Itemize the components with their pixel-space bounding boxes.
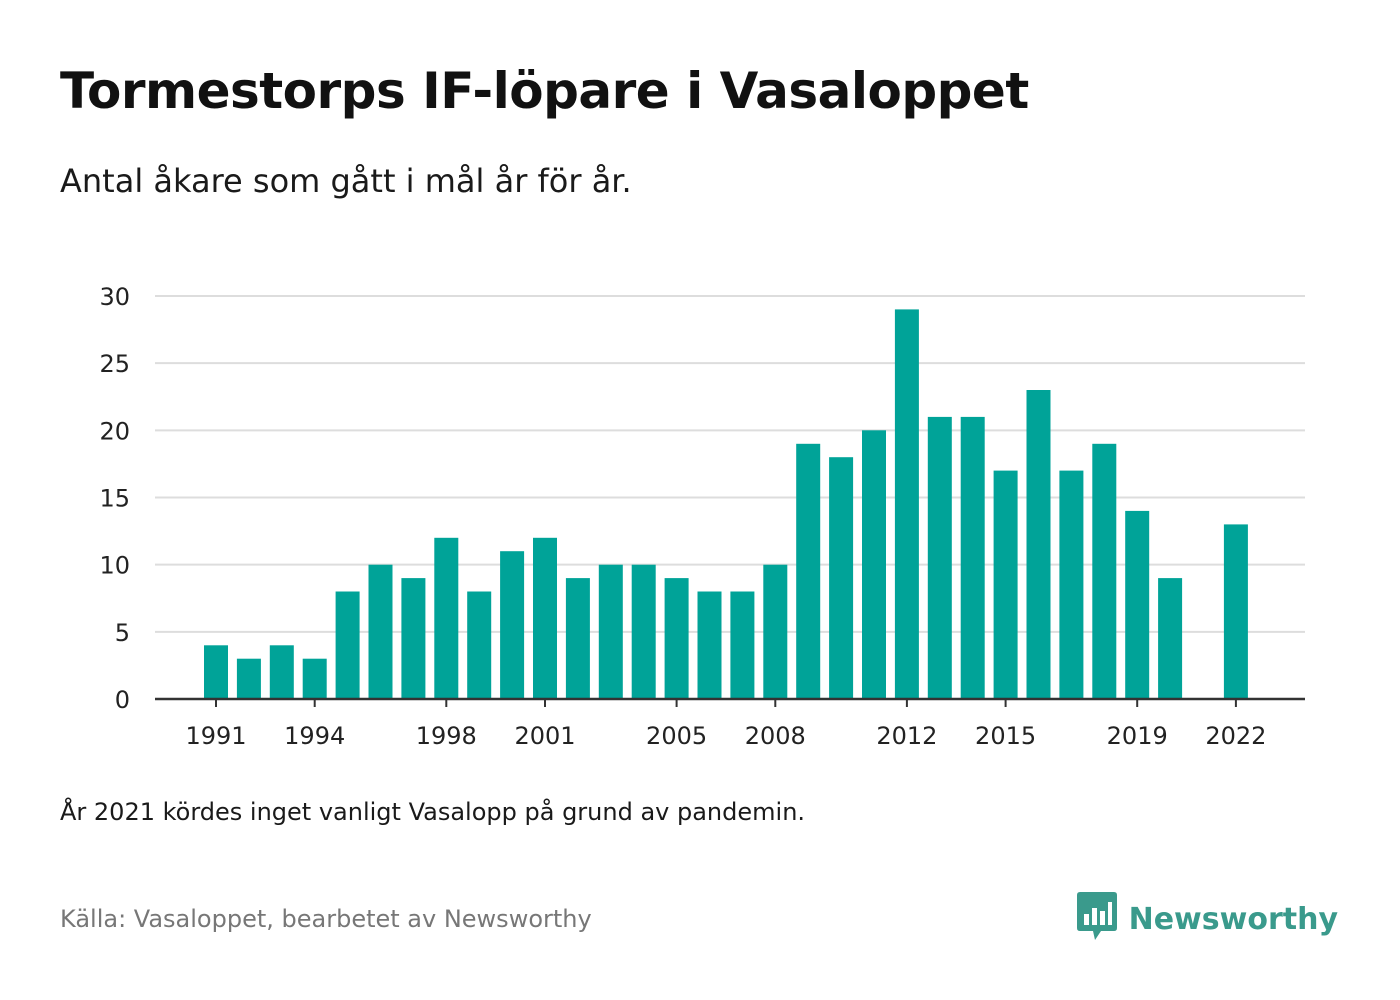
bar-2014 — [960, 416, 985, 699]
bar-2018 — [1092, 443, 1117, 699]
bar-1991 — [204, 645, 228, 699]
bar-2011 — [862, 430, 886, 699]
x-tick-label: 2015 — [975, 722, 1036, 750]
bar-chart-bubble-icon — [1076, 892, 1117, 946]
y-tick-label: 20 — [99, 417, 130, 445]
y-tick-label: 5 — [115, 619, 130, 647]
x-tick-label: 2005 — [646, 722, 707, 750]
y-tick-label: 15 — [99, 485, 130, 513]
bar-1999 — [467, 591, 492, 699]
bar-1995 — [335, 591, 360, 699]
bar-2022 — [1223, 524, 1248, 699]
bar-1998 — [434, 537, 459, 699]
bar-2002 — [565, 578, 590, 699]
bar-2000 — [500, 551, 525, 699]
bar-1997 — [401, 578, 426, 699]
x-tick-label: 2008 — [745, 722, 806, 750]
bar-2019 — [1125, 510, 1150, 699]
bar-2017 — [1059, 470, 1084, 699]
source-text: Källa: Vasaloppet, bearbetet av Newswort… — [60, 905, 592, 933]
x-tick-label: 1991 — [185, 722, 246, 750]
x-tick-label: 2019 — [1107, 722, 1168, 750]
x-tick-label: 2001 — [514, 722, 575, 750]
bar-2003 — [598, 564, 623, 699]
chart-subtitle: Antal åkare som gått i mål år för år. — [60, 162, 632, 200]
bar-2009 — [796, 443, 821, 699]
bar-2012 — [894, 309, 919, 699]
chart-note: År 2021 kördes inget vanligt Vasalopp på… — [60, 798, 806, 826]
brand-name: Newsworthy — [1128, 901, 1338, 937]
bar-2005 — [664, 578, 689, 699]
bar-2020 — [1158, 578, 1183, 699]
bar-1996 — [368, 564, 393, 699]
bar-2008 — [763, 564, 788, 699]
x-tick-label: 2022 — [1205, 722, 1266, 750]
y-tick-label: 10 — [99, 552, 130, 580]
y-tick-label: 30 — [99, 283, 130, 311]
y-tick-label: 25 — [99, 350, 130, 378]
bar-2006 — [697, 591, 722, 699]
bar-1992 — [236, 658, 261, 699]
chart-title: Tormestorps IF-löpare i Vasaloppet — [60, 62, 1029, 120]
bar-1994 — [302, 658, 327, 699]
bar-2010 — [829, 457, 854, 699]
bar-2016 — [1026, 390, 1051, 699]
y-tick-label: 0 — [115, 686, 130, 714]
bar-1993 — [269, 645, 294, 699]
x-tick-label: 2012 — [876, 722, 937, 750]
bar-2007 — [730, 591, 755, 699]
x-tick-label: 1998 — [416, 722, 477, 750]
bar-2013 — [927, 416, 952, 699]
bar-chart: 0 5 10 15 20 25 30 1991 1994 1998 2001 2005 2008 2012… — [99, 283, 1305, 750]
bar-2001 — [533, 537, 557, 699]
bar-2004 — [631, 564, 656, 699]
x-tick-label: 1994 — [284, 722, 345, 750]
brand-logo[interactable]: Newsworthy — [1076, 892, 1338, 946]
bar-2015 — [993, 470, 1018, 699]
